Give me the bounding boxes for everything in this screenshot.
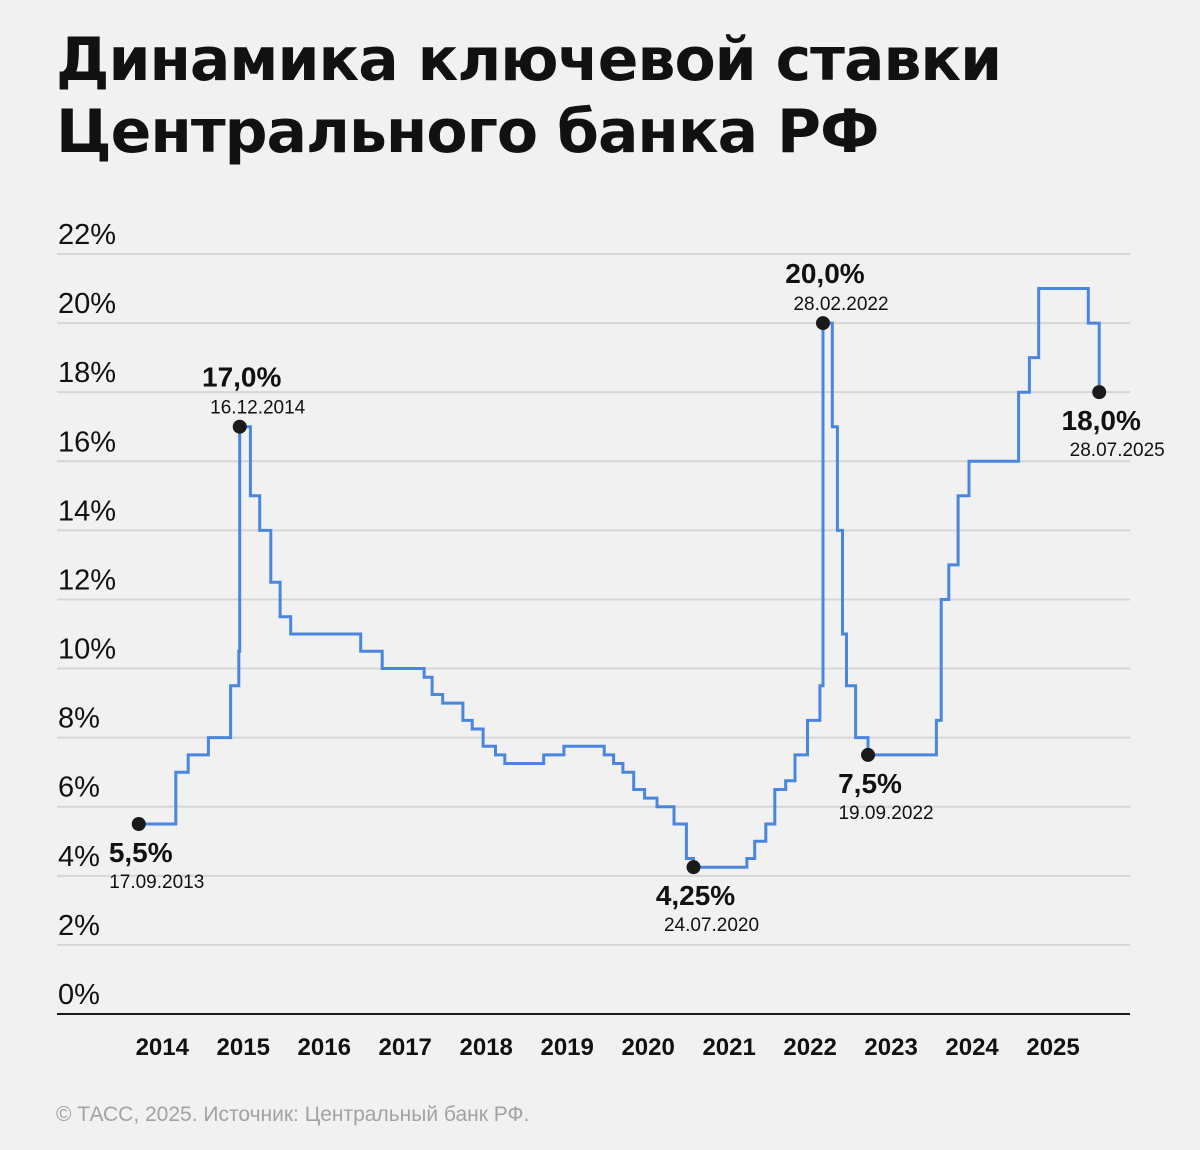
x-tick-label: 2015: [217, 1034, 270, 1061]
annotations: 5,5% 17.09.2013 17,0% 16.12.2014 4,25% 24.07.…: [109, 258, 1165, 936]
x-axis-ticks: 2014 2015 2016 2017 2018 2019 2020 2021 2022 2023…: [136, 1034, 1080, 1061]
x-tick-label: 2024: [945, 1034, 999, 1061]
x-tick-label: 2014: [136, 1034, 190, 1061]
annotation-value: 17,0%: [202, 362, 281, 393]
chart-title-line-1: Динамика ключевой ставки: [56, 25, 1002, 95]
rate-chart: 0% 2% 4% 6% 8% 10% 12% 14% 16% 18% 20% 22% 2014 2015…: [57, 219, 1165, 1061]
annotation-date: 17.09.2013: [109, 872, 204, 893]
annotation-dot: [232, 419, 247, 434]
annotation-dot: [861, 747, 876, 762]
x-tick-label: 2017: [379, 1034, 432, 1061]
annotation-value: 5,5%: [109, 837, 173, 868]
grid-lines: [57, 253, 1130, 946]
annotation-value: 7,5%: [838, 768, 902, 799]
x-tick-label: 2025: [1026, 1034, 1079, 1061]
source-note: © ТАСС, 2025. Источник: Центральный банк…: [56, 1103, 530, 1126]
y-tick-label: 22%: [58, 219, 116, 251]
y-tick-label: 4%: [58, 841, 100, 873]
y-tick-label: 0%: [58, 979, 100, 1011]
x-tick-label: 2023: [864, 1034, 917, 1061]
y-tick-label: 8%: [58, 703, 100, 735]
y-tick-label: 6%: [58, 772, 100, 804]
rate-series-line: [138, 287, 1101, 869]
annotation-value: 18,0%: [1062, 405, 1141, 436]
annotation-dot: [1092, 385, 1107, 400]
y-tick-label: 12%: [58, 564, 116, 596]
annotation-date: 24.07.2020: [664, 915, 759, 936]
chart-title: Динамика ключевой ставки Центрального ба…: [56, 24, 1002, 168]
x-tick-label: 2018: [460, 1034, 513, 1061]
y-tick-label: 20%: [58, 288, 116, 320]
y-tick-label: 18%: [58, 357, 116, 389]
y-tick-label: 14%: [58, 495, 116, 527]
annotation-dot: [815, 316, 830, 331]
y-tick-label: 10%: [58, 634, 116, 666]
annotation-value: 20,0%: [785, 258, 864, 289]
annotation-dot: [686, 860, 701, 875]
annotation-date: 28.07.2025: [1070, 440, 1165, 461]
x-tick-label: 2016: [298, 1034, 351, 1061]
y-tick-label: 16%: [58, 426, 116, 458]
x-tick-label: 2020: [621, 1034, 674, 1061]
annotation-date: 16.12.2014: [210, 398, 306, 419]
annotation-date: 19.09.2022: [838, 803, 933, 824]
chart-title-line-2: Центрального банка РФ: [56, 97, 879, 167]
y-axis-ticks: 0% 2% 4% 6% 8% 10% 12% 14% 16% 18% 20% 22%: [58, 219, 116, 1011]
x-tick-label: 2019: [540, 1034, 593, 1061]
x-tick-label: 2021: [702, 1034, 755, 1061]
x-tick-label: 2022: [783, 1034, 836, 1061]
annotation-date: 28.02.2022: [793, 294, 888, 315]
annotation-dot: [131, 817, 146, 831]
annotation-value: 4,25%: [656, 880, 735, 911]
y-tick-label: 2%: [58, 910, 100, 942]
